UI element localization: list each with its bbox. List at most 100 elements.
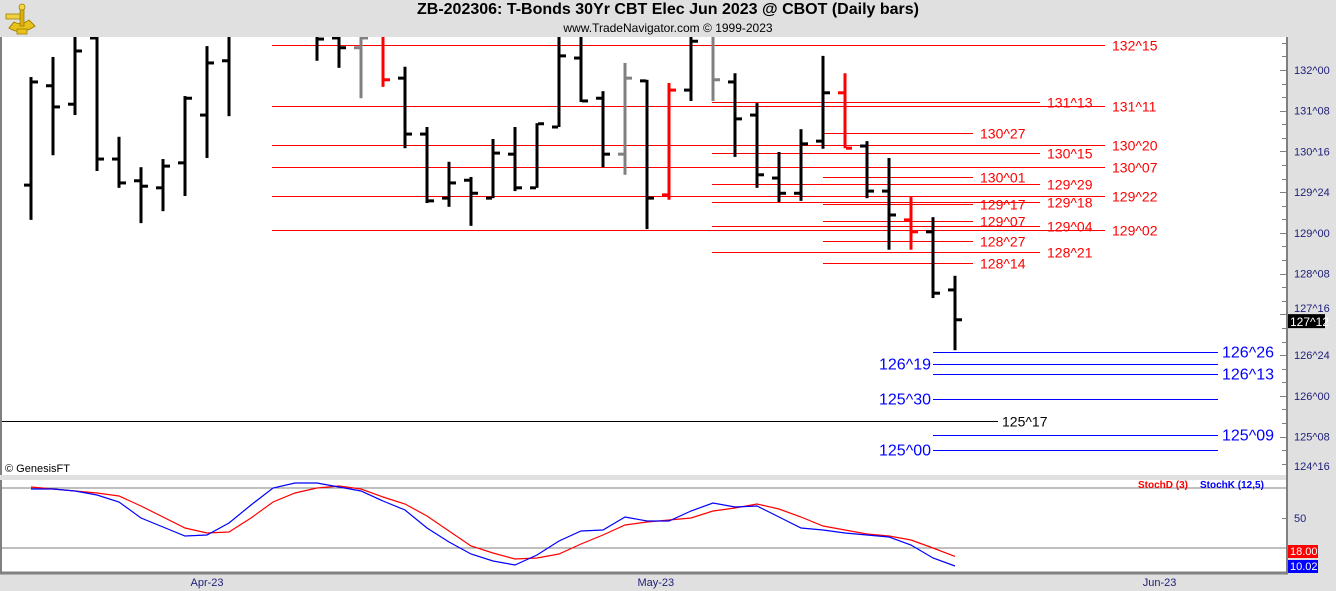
ohlc-bar (112, 136, 126, 188)
bar-range (535, 123, 539, 188)
ohlc-bar (948, 275, 962, 351)
bar-range (667, 83, 671, 200)
bar-range (931, 217, 935, 299)
bar-close-tick (362, 37, 368, 40)
readout-badge (1288, 560, 1318, 573)
bar-range (601, 91, 605, 168)
ohlc-bar (662, 83, 676, 200)
bar-close-tick (164, 164, 170, 168)
bar-open-tick (728, 80, 734, 84)
bar-range (51, 56, 55, 156)
price-tick-label: 128^08 (1294, 269, 1330, 281)
level-label: 126^19 (879, 357, 931, 374)
ohlc-bar (530, 122, 544, 190)
bar-close-tick (846, 146, 852, 150)
ohlc-bar (442, 161, 456, 207)
bar-open-tick (420, 132, 426, 136)
indicator-tick-label: 50 (1294, 513, 1306, 525)
bar-close-tick (120, 181, 126, 185)
bar-range (953, 275, 957, 351)
bar-open-tick (222, 59, 228, 63)
copyright-label: © GenesisFT (5, 463, 70, 475)
bar-close-tick (538, 122, 544, 126)
ohlc-bar (90, 37, 104, 171)
ohlc-bar (838, 73, 852, 150)
ohlc-bar (684, 37, 698, 101)
bar-close-tick (604, 152, 610, 156)
bar-close-tick (648, 196, 654, 200)
bar-range (29, 77, 33, 220)
level-label: 130^07 (1112, 160, 1158, 176)
bar-open-tick (486, 196, 492, 200)
bar-close-tick (186, 96, 192, 100)
legend-stochd: StochD (3) (1138, 480, 1188, 491)
ohlc-bar (926, 217, 940, 299)
bar-open-tick (178, 161, 184, 165)
ohlc-bar (200, 46, 214, 158)
bar-open-tick (596, 96, 602, 100)
bar-open-tick (904, 218, 910, 222)
ohlc-bar (706, 30, 720, 101)
time-tick-label: Jun-23 (1143, 577, 1177, 589)
level-label: 131^11 (1112, 99, 1157, 115)
legend-stochk: StochK (12,5) (1200, 480, 1264, 491)
bar-close-tick (230, 30, 236, 33)
bar-range (579, 37, 583, 103)
level-label: 130^20 (1112, 138, 1158, 154)
indicator-panel[interactable] (0, 480, 1286, 572)
level-label: 130^15 (1047, 146, 1093, 162)
bar-range (205, 46, 209, 158)
level-label: 129^17 (980, 197, 1026, 213)
bar-range (557, 37, 561, 128)
bar-open-tick (706, 30, 712, 33)
time-axis[interactable]: Apr-23 May-23 Jun-23 (190, 577, 1176, 589)
bar-close-tick (736, 117, 742, 121)
stochd-readout: 18.00 (1290, 546, 1318, 558)
stochd-line (30, 485, 956, 560)
chart-title: ZB-202306: T-Bonds 30Yr CBT Elec Jun 202… (417, 1, 919, 18)
bar-range (909, 197, 913, 250)
bar-range (337, 37, 341, 68)
chart-subtitle: www.TradeNavigator.com © 1999-2023 (563, 21, 773, 35)
ohlc-bar (596, 91, 610, 168)
bar-close-tick (560, 54, 566, 58)
level-label: 129^04 (1047, 219, 1093, 235)
time-tick-label: May-23 (637, 577, 674, 589)
bar-close-tick (76, 49, 82, 53)
price-tick-label: 126^24 (1294, 350, 1330, 362)
bar-range (733, 73, 737, 157)
price-panel[interactable] (0, 37, 1286, 475)
last-price-value: 127^12 (1290, 315, 1329, 329)
bar-open-tick (948, 288, 954, 292)
price-tick-label: 132^00 (1294, 65, 1330, 77)
bar-open-tick (90, 37, 96, 40)
bar-open-tick (618, 152, 624, 156)
level-label: 129^22 (1112, 189, 1158, 205)
level-label: 125^17 (1002, 414, 1048, 430)
bar-range (513, 127, 517, 192)
bar-open-tick (310, 30, 316, 33)
price-axis[interactable]: 132^00 131^08 130^16 129^24 129^00 128^08 127^… (1280, 43, 1330, 474)
bar-range (403, 66, 407, 149)
bar-open-tick (684, 88, 690, 92)
bar-close-tick (384, 78, 390, 82)
stochk-readout: 10.02 (1290, 561, 1318, 573)
ohlc-bar (156, 159, 170, 212)
bar-range (711, 37, 715, 101)
bar-open-tick (816, 139, 822, 143)
level-label: 125^30 (879, 392, 931, 409)
bar-close-tick (494, 151, 500, 155)
bar-close-tick (406, 132, 412, 136)
bar-range (139, 167, 143, 224)
bar-open-tick (464, 178, 470, 182)
bar-open-tick (508, 152, 514, 156)
ohlc-bar (750, 103, 764, 188)
level-label: 129^18 (1047, 195, 1093, 211)
price-tick-label: 130^16 (1294, 146, 1330, 158)
level-label: 126^13 (1222, 367, 1274, 384)
level-label: 130^01 (980, 170, 1026, 186)
ohlc-bar (508, 127, 522, 192)
bar-range (315, 37, 319, 61)
